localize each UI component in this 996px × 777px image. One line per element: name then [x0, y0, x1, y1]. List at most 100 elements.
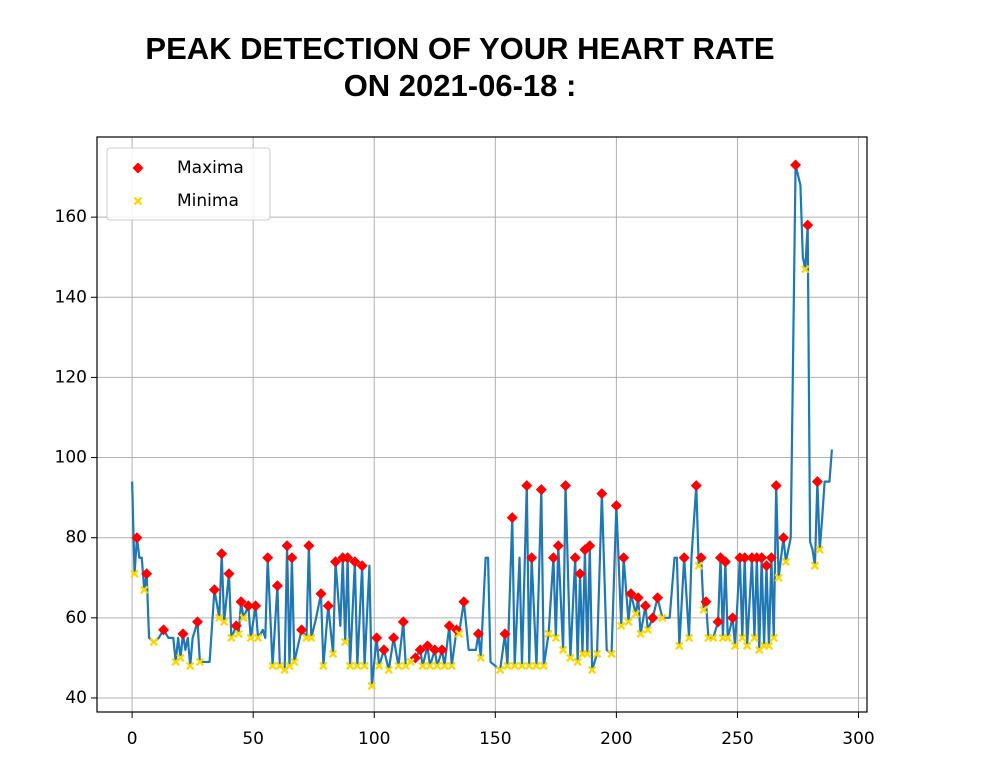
x-tick-label: 300: [842, 729, 874, 749]
maxima-marker: [700, 596, 712, 608]
legend-box: [106, 147, 271, 221]
minima-marker: [447, 661, 456, 671]
maxima-marker: [397, 616, 409, 628]
heart-rate-line: [131, 163, 833, 688]
maxima-marker: [790, 159, 802, 171]
minima-marker: [406, 657, 415, 667]
maxima-marker: [371, 632, 383, 644]
maxima-marker: [443, 620, 455, 632]
minima-marker: [186, 661, 195, 671]
maxima-marker: [472, 628, 484, 640]
minima-marker: [810, 561, 820, 570]
x-tick-label: 200: [600, 729, 632, 749]
maxima-marker: [141, 568, 153, 580]
maxima-marker: [547, 552, 559, 564]
y-tick-label: 120: [55, 367, 87, 387]
minima-marker: [374, 661, 384, 671]
x-tick-label: 150: [479, 729, 511, 749]
minima-marker: [253, 633, 263, 643]
minima-marker: [384, 665, 393, 675]
maxima-marker: [281, 540, 293, 552]
y-tick-label: 80: [65, 528, 87, 548]
minima-marker: [476, 653, 485, 663]
minima-marker: [433, 661, 442, 671]
maxima-marker: [242, 600, 254, 612]
minima-marker: [149, 637, 159, 647]
minima-marker: [624, 617, 633, 627]
minima-marker: [234, 629, 243, 639]
minima-marker: [246, 633, 255, 643]
maxima-marker: [690, 480, 702, 492]
chart-title: PEAK DETECTION OF YOUR HEART RATE: [145, 31, 774, 66]
minima-marker: [418, 661, 427, 671]
maxima-marker: [647, 612, 659, 624]
minima-marker: [551, 633, 561, 643]
maxima-marker: [322, 600, 334, 612]
maxima-marker: [208, 584, 220, 596]
maxima-marker: [262, 552, 274, 564]
minima-marker: [781, 557, 791, 566]
minima-marker: [394, 661, 403, 671]
minima-marker: [353, 661, 362, 671]
minima-marker: [425, 661, 435, 671]
maxima-marker: [719, 556, 731, 568]
minima-marker: [694, 561, 703, 570]
maxima-marker: [177, 628, 189, 640]
minima-marker: [307, 633, 316, 643]
minima-marker: [510, 661, 519, 671]
maxima-marker: [230, 620, 242, 632]
minima-marker: [239, 613, 248, 623]
minima-marker: [723, 633, 732, 643]
x-tick-label: 250: [721, 729, 753, 749]
maxima-marker: [271, 580, 283, 592]
minima-marker: [532, 661, 541, 671]
minima-marker: [367, 681, 377, 691]
minima-marker: [517, 661, 527, 671]
minima-marker: [440, 661, 449, 671]
minima-marker: [539, 661, 548, 671]
minima-marker: [503, 661, 512, 671]
minima-marker: [583, 649, 592, 659]
legend-marker: [132, 162, 144, 174]
minima-marker: [268, 661, 277, 671]
minima-marker: [709, 633, 718, 643]
maxima-marker: [422, 640, 434, 652]
maxima-marker: [739, 552, 751, 564]
maxima-marker: [770, 480, 782, 492]
maxima-marker: [639, 600, 651, 612]
minima-marker: [360, 661, 369, 671]
minima-marker: [742, 641, 752, 651]
maxima-marker: [296, 624, 308, 636]
minima-marker: [130, 569, 139, 578]
maxima-marker: [303, 540, 315, 552]
maxima-marker: [618, 552, 630, 564]
minima-marker: [636, 629, 645, 639]
maxima-marker: [458, 596, 470, 608]
maxima-marker: [777, 532, 789, 544]
maxima-marker: [695, 552, 707, 564]
maxima-marker: [356, 560, 368, 572]
minima-marker: [219, 617, 229, 627]
maxima-marker: [235, 596, 247, 608]
minima-marker: [558, 645, 568, 655]
maxima-marker: [802, 219, 814, 231]
minima-marker: [738, 633, 747, 643]
minima-marker: [815, 545, 824, 554]
maxima-marker: [560, 480, 572, 492]
maxima-marker: [584, 540, 596, 552]
minima-marker: [730, 641, 740, 651]
maxima-marker: [349, 556, 361, 568]
maxima-marker: [342, 552, 354, 564]
minima-marker: [631, 609, 640, 619]
minima-marker: [227, 633, 236, 643]
y-tick-label: 40: [65, 688, 87, 708]
minima-marker: [764, 641, 774, 651]
minima-marker: [140, 585, 149, 594]
maxima-marker: [552, 540, 564, 552]
y-tick-label: 160: [55, 207, 87, 227]
maxima-marker: [158, 624, 170, 636]
x-tick-label: 0: [127, 729, 138, 749]
chart-title: ON 2021-06-18 :: [344, 68, 577, 103]
maxima-marker: [506, 512, 518, 524]
maxima-marker: [378, 644, 390, 656]
